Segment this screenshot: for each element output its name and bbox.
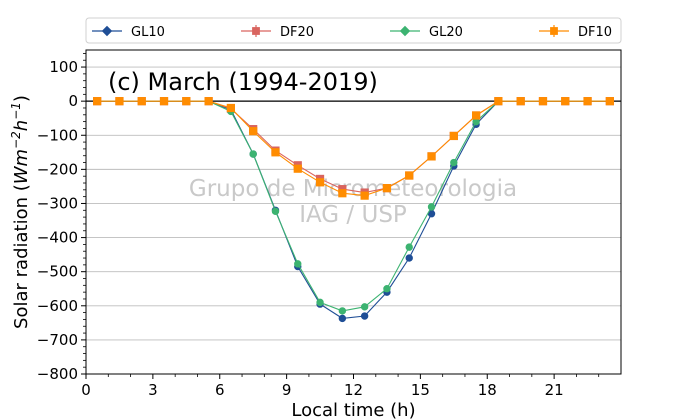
y-tick-label: −700 — [37, 331, 78, 349]
data-point — [271, 148, 280, 157]
data-point — [450, 158, 458, 167]
data-point — [93, 97, 102, 106]
data-point — [494, 97, 503, 106]
legend: GL10 DF20 GL20 DF10 — [85, 17, 622, 44]
axis-ticks: 0 3 6 9 12 15 18 21 100 0 −100 −200 −300 −400 −500 −600… — [37, 53, 600, 399]
data-point — [472, 111, 481, 120]
data-point — [226, 103, 235, 113]
y-axis-label-exponent-2: −1 — [9, 102, 23, 120]
data-point — [583, 97, 592, 106]
data-point — [182, 97, 191, 106]
x-tick-label: 18 — [478, 381, 497, 399]
legend-item-df20: DF20 — [241, 25, 314, 40]
y-tick-label: −500 — [37, 263, 78, 281]
legend-label: GL20 — [429, 25, 463, 40]
x-tick-label: 9 — [282, 381, 292, 399]
watermark-line: Grupo de Micrometeorologia — [189, 176, 517, 202]
data-point — [249, 150, 257, 158]
series-layer — [93, 97, 614, 323]
data-point — [405, 243, 413, 251]
data-point — [294, 260, 302, 268]
data-point — [271, 207, 280, 216]
legend-item-df10: DF10 — [539, 25, 612, 40]
data-point — [516, 97, 525, 106]
legend-label: DF20 — [280, 25, 314, 40]
y-tick-label: −300 — [37, 194, 78, 212]
series-df10 — [93, 97, 614, 200]
data-point — [538, 97, 548, 106]
legend-marker — [101, 25, 113, 37]
y-axis-label-close: ) — [11, 95, 32, 102]
y-axis-label-exponent-1: −2 — [9, 131, 23, 149]
data-point — [405, 171, 414, 180]
data-point — [338, 189, 347, 198]
data-point — [338, 314, 347, 323]
watermark-line: IAG / USP — [299, 202, 407, 228]
y-tick-label: −200 — [37, 160, 78, 178]
data-point — [360, 303, 369, 311]
y-axis-label-unit: Wm — [11, 149, 32, 184]
data-point — [293, 164, 302, 173]
legend-marker — [399, 25, 411, 37]
data-point — [382, 184, 392, 193]
data-point — [316, 298, 324, 307]
x-axis-label: Local time (h) — [291, 400, 415, 420]
legend-item-gl20: GL20 — [390, 25, 463, 40]
data-point — [315, 178, 325, 187]
legend-box — [85, 17, 622, 44]
data-point — [115, 97, 124, 106]
data-point — [561, 97, 570, 106]
y-tick-label: −600 — [37, 297, 78, 315]
legend-label: DF10 — [578, 25, 612, 40]
data-point — [427, 203, 436, 211]
data-point — [383, 285, 391, 293]
data-point — [360, 191, 369, 200]
chart-title: (c) March (1994-2019) — [108, 68, 378, 96]
legend-marker — [550, 27, 558, 35]
data-point — [360, 312, 369, 320]
data-point — [137, 97, 146, 106]
y-tick-label: −400 — [37, 229, 78, 247]
legend-label: GL10 — [131, 25, 165, 40]
y-axis-label-h: h — [11, 120, 32, 131]
y-tick-label: 100 — [49, 58, 78, 76]
y-tick-label: −100 — [37, 126, 78, 144]
y-tick-label: −800 — [37, 365, 78, 383]
x-tick-label: 21 — [545, 381, 564, 399]
legend-item-gl10: GL10 — [92, 25, 165, 40]
y-axis-label: Solar radiation (Wm−2h−1) — [9, 95, 32, 329]
x-tick-label: 12 — [344, 381, 363, 399]
data-point — [449, 131, 458, 141]
x-tick-label: 15 — [411, 381, 430, 399]
y-axis-label-text: Solar radiation ( — [11, 184, 32, 329]
x-tick-label: 0 — [81, 381, 91, 399]
y-tick-label: 0 — [68, 92, 78, 110]
legend-marker — [252, 27, 260, 35]
data-point — [427, 152, 436, 161]
data-point — [405, 254, 413, 262]
data-point — [605, 97, 614, 106]
x-tick-label: 3 — [148, 381, 158, 399]
data-point — [249, 127, 258, 136]
x-tick-label: 6 — [215, 381, 225, 399]
data-point — [338, 307, 347, 315]
data-point — [159, 97, 169, 106]
data-point — [204, 97, 213, 106]
